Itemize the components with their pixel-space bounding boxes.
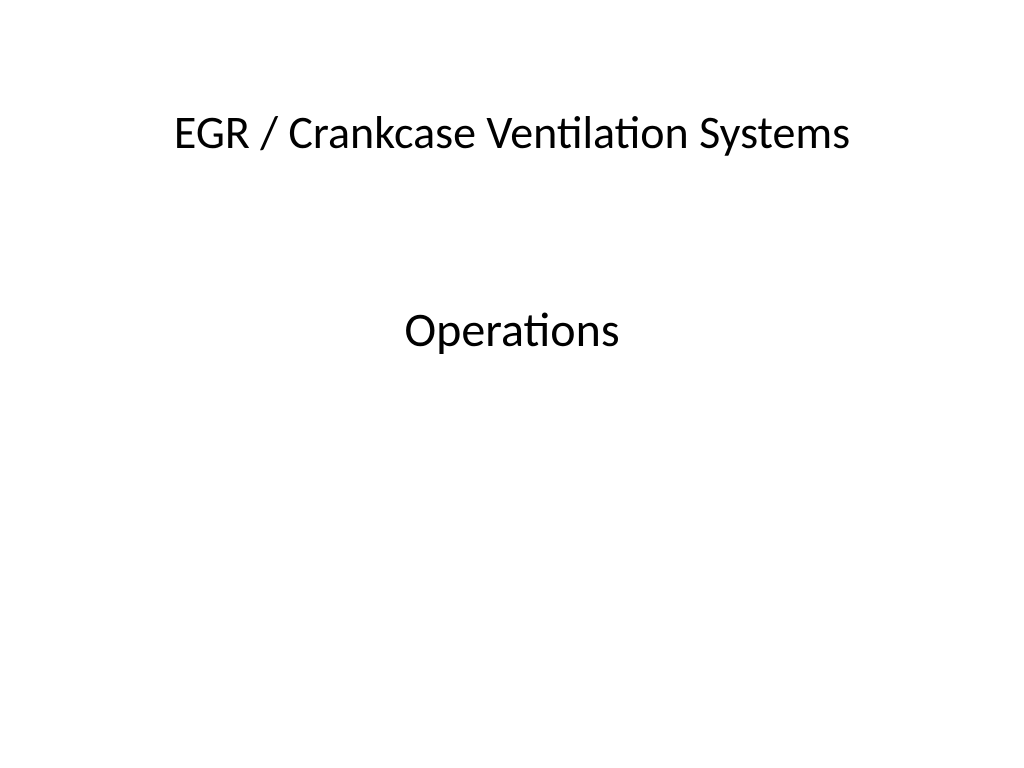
slide-title: EGR / Crankcase Ventilation Systems (0, 105, 1024, 161)
slide-container: EGR / Crankcase Ventilation Systems Oper… (0, 0, 1024, 768)
slide-subtitle: Operations (0, 300, 1024, 359)
